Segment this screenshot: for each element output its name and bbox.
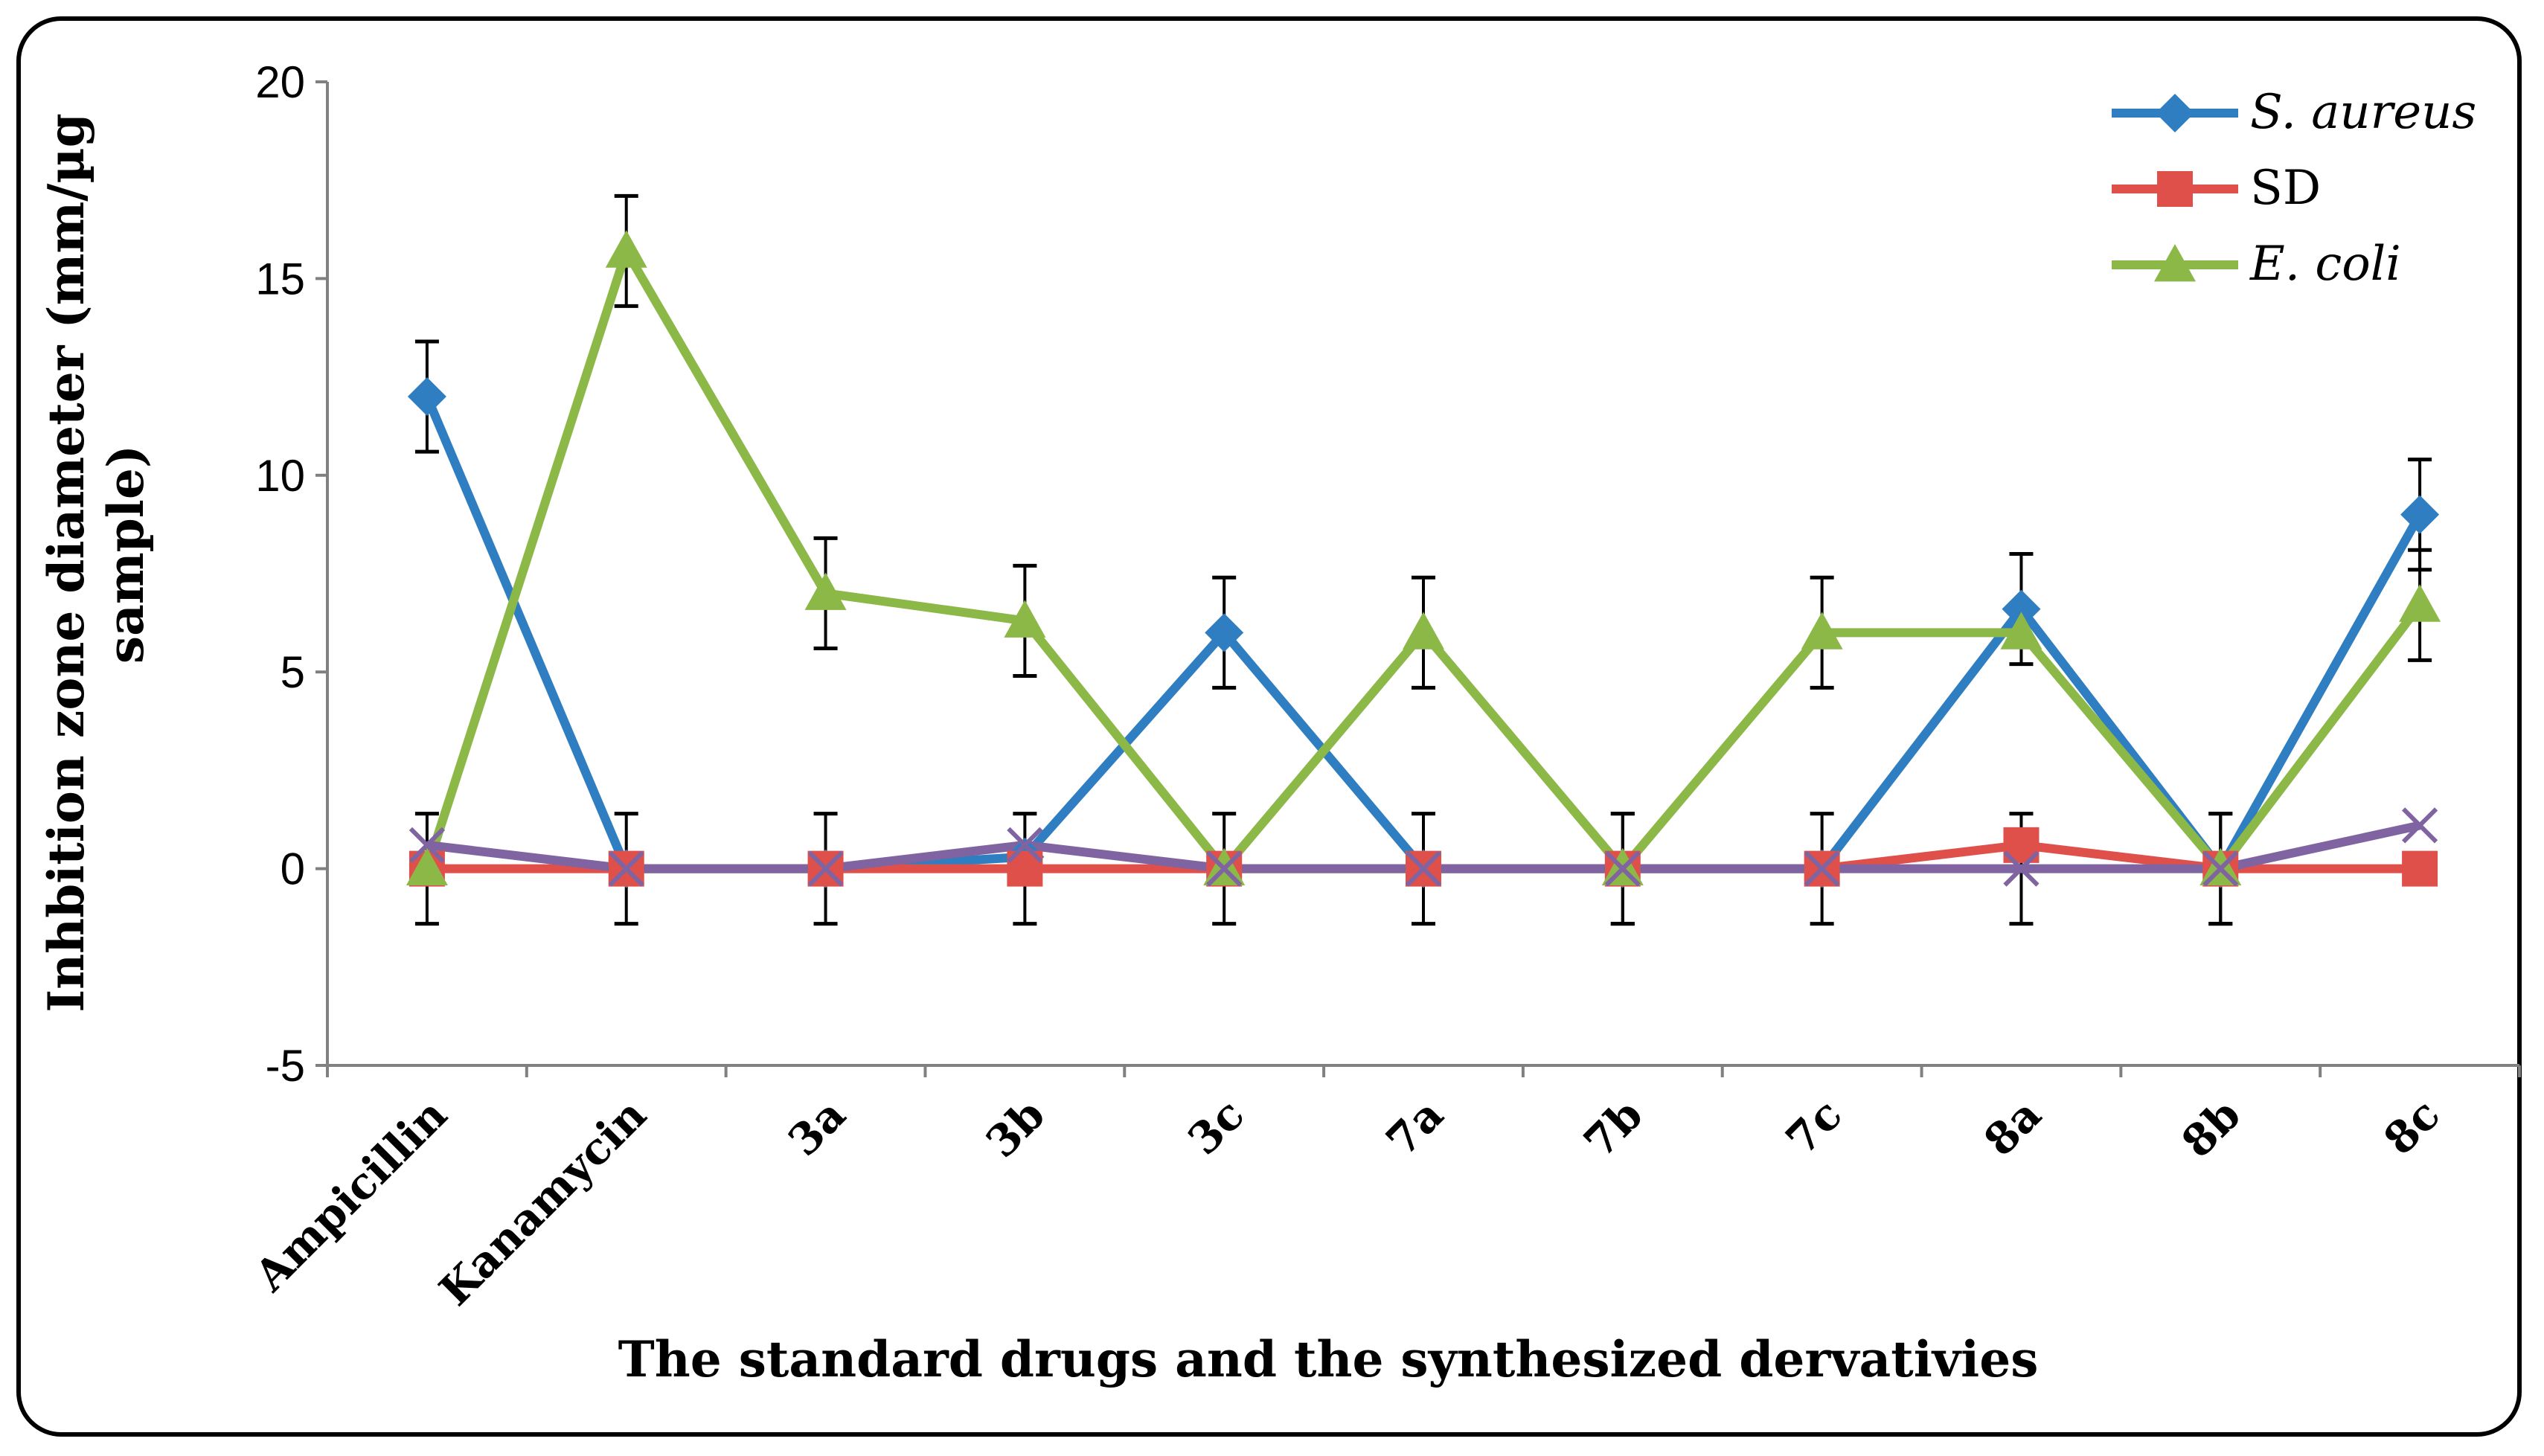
data-point-series-4 [1206,850,1243,887]
error-bars [414,193,2432,926]
category-label: 8a [1974,1089,2051,1166]
category-label: 7b [1574,1089,1652,1167]
category-label: 3a [778,1089,855,1166]
y-tick-label: 20 [255,57,305,107]
data-point-e-coli [1403,612,1444,650]
data-point-series-4 [1804,850,1840,887]
data-point-series-4 [608,850,644,887]
data-point-series-4 [1007,827,1043,863]
data-point-e-coli [406,847,448,885]
series-markers [406,230,2441,888]
x-axis-title: The standard drugs and the synthesized d… [618,1330,2039,1388]
category-label: 3b [976,1089,1054,1167]
y-tick-label: 5 [281,647,305,697]
series-lines [423,246,2424,873]
legend-label-s-aureus: S. aureus [2250,85,2476,140]
data-point-s-aureus [1205,613,1244,652]
data-point-s-aureus [407,377,446,417]
legend-marker-s-aureus [2156,94,2194,132]
legend: S. aureus SD E. coli [2112,85,2476,292]
data-point-series-4 [2003,850,2040,887]
data-point-e-coli [605,230,647,268]
y-axis-title-line-1: Inhbition zone diameter (mm/µg [37,113,95,1013]
data-point-series-4 [1604,850,1641,887]
data-point-s-aureus [2002,589,2041,629]
data-point-series-4 [2202,850,2239,887]
data-point-e-coli [804,572,847,610]
category-label: 8b [2172,1089,2250,1167]
data-point-series-4 [408,827,446,863]
y-tick-label: 10 [255,451,305,501]
legend-marker-e-coli [2154,244,2196,282]
legend-label-sd: SD [2250,161,2321,216]
data-point-e-coli [2399,584,2441,622]
y-tick-label: -5 [266,1041,305,1091]
category-label: 8c [2374,1089,2450,1165]
data-point-s-aureus [2400,495,2440,534]
legend-marker-sd [2157,171,2193,207]
category-label: 7c [1776,1089,1852,1165]
axes: -5 0 5 10 15 20 [255,57,2521,1091]
legend-label-e-coli: E. coli [2249,237,2401,292]
data-point-e-coli [2000,612,2042,650]
category-label: 7a [1377,1089,1453,1166]
data-point-series-4 [1405,850,1442,887]
data-point-e-coli [1004,600,1046,638]
y-axis-title-line-2: sample) [97,445,155,664]
y-axis-title: Inhbition zone diameter (mm/µg sample) [37,96,155,1013]
y-tick-label: 0 [281,844,305,894]
data-point-e-coli [1801,612,1843,650]
data-point-series-4 [2401,807,2438,844]
series-line-e-coli [423,246,2423,873]
category-label: Kanamycin [429,1089,656,1315]
category-label: Ampicillin [244,1089,456,1301]
data-point-sd [2402,850,2438,887]
y-tick-label: 15 [255,254,305,304]
data-point-series-4 [807,850,844,887]
category-label: 3c [1178,1089,1254,1165]
